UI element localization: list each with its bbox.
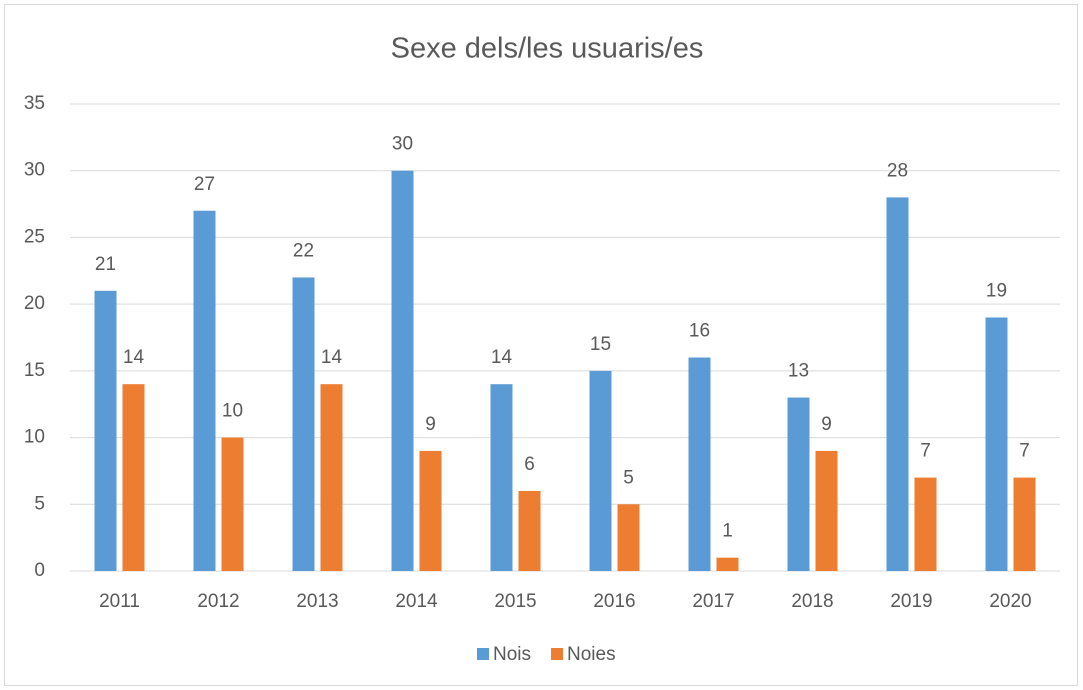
bar: [518, 490, 541, 571]
chart-title: Sexe dels/les usuaris/es: [391, 33, 704, 65]
data-label: 27: [194, 174, 215, 195]
x-tick-label: 2019: [890, 591, 932, 612]
bar: [221, 437, 244, 571]
y-tick-label: 30: [24, 160, 45, 181]
bar: [688, 357, 711, 571]
x-tick-label: 2011: [99, 591, 140, 612]
bar: [1013, 477, 1036, 571]
bar: [914, 477, 937, 571]
x-tick-label: 2012: [197, 591, 239, 612]
bar: [193, 210, 216, 571]
x-tick-label: 2018: [791, 591, 833, 612]
bar: [490, 384, 513, 571]
bar: [391, 170, 414, 571]
y-tick-label: 35: [24, 93, 45, 114]
x-tick-label: 2013: [296, 591, 338, 612]
data-label: 15: [590, 334, 611, 355]
legend-label: Noies: [567, 644, 616, 665]
bar: [94, 290, 117, 571]
bar: [787, 397, 810, 571]
data-label: 14: [321, 347, 343, 368]
chart-frame: [4, 4, 1078, 686]
bar: [419, 450, 442, 571]
bar: [886, 197, 909, 571]
y-tick-label: 20: [24, 293, 45, 314]
data-label: 21: [95, 254, 116, 275]
data-label: 5: [623, 467, 634, 488]
data-label: 19: [986, 281, 1007, 302]
bar: [985, 317, 1008, 571]
legend-swatch: [477, 648, 489, 660]
x-tick-label: 2020: [989, 591, 1031, 612]
bar: [589, 370, 612, 571]
data-label: 30: [392, 134, 413, 155]
x-tick-label: 2017: [692, 591, 734, 612]
data-label: 13: [788, 361, 809, 382]
data-label: 28: [887, 160, 908, 181]
data-label: 7: [920, 441, 931, 462]
data-label: 14: [123, 347, 145, 368]
data-label: 1: [722, 521, 733, 542]
data-label: 16: [689, 321, 710, 342]
x-tick-label: 2016: [593, 591, 635, 612]
data-label: 7: [1019, 441, 1030, 462]
data-label: 10: [222, 401, 243, 422]
bar: [716, 557, 739, 571]
data-label: 22: [293, 240, 314, 261]
legend-swatch: [551, 648, 564, 660]
bar: [292, 277, 315, 571]
legend-label: Nois: [493, 644, 531, 665]
y-tick-label: 15: [24, 360, 45, 381]
x-tick-label: 2014: [395, 591, 438, 612]
bar: [320, 384, 343, 571]
y-tick-label: 25: [24, 226, 45, 247]
y-tick-label: 10: [24, 427, 45, 448]
data-label: 14: [491, 347, 513, 368]
bar: [617, 504, 640, 571]
bar: [815, 450, 838, 571]
data-label: 9: [425, 414, 436, 435]
data-label: 6: [524, 454, 535, 475]
x-tick-label: 2015: [494, 591, 536, 612]
bar: [122, 384, 145, 571]
data-label: 9: [821, 414, 832, 435]
y-tick-label: 0: [34, 560, 45, 581]
y-tick-label: 5: [34, 493, 45, 514]
